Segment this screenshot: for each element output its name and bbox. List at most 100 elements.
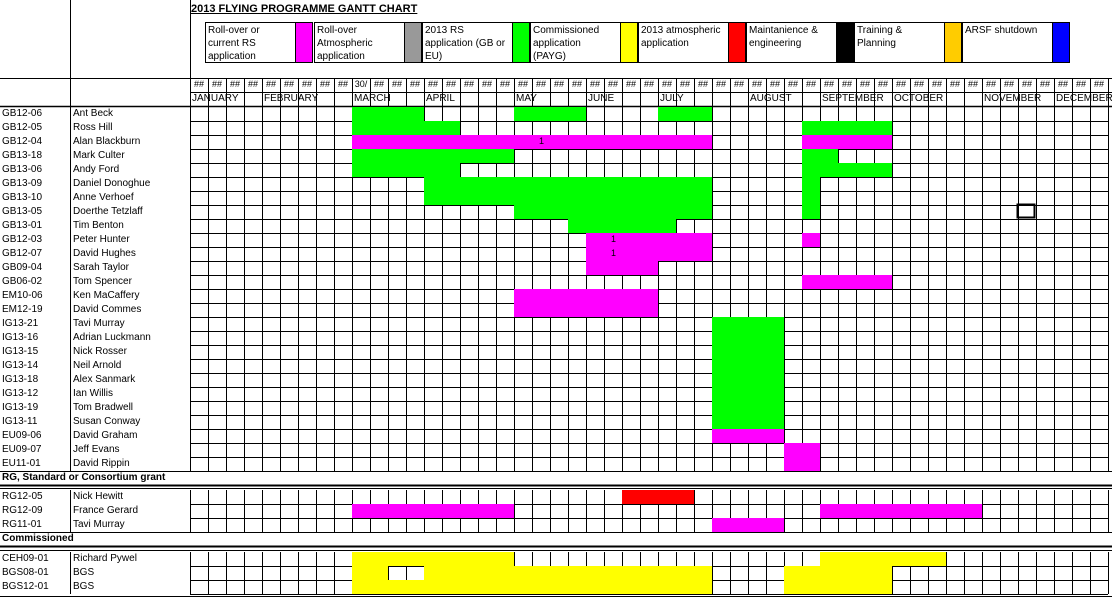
week-header: ##	[391, 79, 402, 89]
row-name: Alan Blackburn	[73, 136, 141, 147]
row-code: IG13-12	[2, 388, 39, 399]
week-header: ##	[931, 79, 942, 89]
week-header: ##	[985, 79, 996, 89]
gantt-bar	[352, 552, 514, 566]
week-header: ##	[769, 79, 780, 89]
legend-label: ARSF shutdown	[965, 25, 1038, 36]
gantt-bar	[622, 490, 694, 504]
row-code: RG12-09	[2, 505, 43, 516]
row-code: GB13-09	[2, 178, 43, 189]
row-code: GB06-02	[2, 276, 43, 287]
gantt-bar	[802, 177, 820, 191]
week-header: ##	[589, 79, 600, 89]
gantt-bar	[802, 205, 820, 219]
row-name: David Rippin	[73, 458, 130, 469]
row-name: Mark Culter	[73, 150, 125, 161]
month-label: JULY	[660, 93, 684, 104]
legend-swatch	[944, 23, 961, 62]
row-name: Nick Hewitt	[73, 491, 124, 502]
row-name: Ken MaCaffery	[73, 290, 140, 301]
row-name: Neil Arnold	[73, 360, 122, 371]
week-header: ##	[949, 79, 960, 89]
gantt-bar	[352, 149, 514, 163]
legend-swatch	[620, 23, 637, 62]
row-code: GB12-03	[2, 234, 43, 245]
gantt-bar	[802, 121, 892, 135]
legend-item: Commissioned application (PAYG)	[530, 22, 638, 63]
gantt-bar	[514, 205, 712, 219]
gantt-bar	[658, 107, 712, 121]
month-label: NOVEMBER	[984, 93, 1042, 104]
month-label: AUGUST	[750, 93, 792, 104]
week-header: ##	[553, 79, 564, 89]
gantt-bar	[712, 401, 784, 415]
week-header: ##	[751, 79, 762, 89]
week-header: ##	[1021, 79, 1032, 89]
week-header: ##	[787, 79, 798, 89]
gantt-bar	[802, 149, 838, 163]
week-header: ##	[679, 79, 690, 89]
row-code: GB13-06	[2, 164, 43, 175]
legend-item: ARSF shutdown	[962, 22, 1070, 63]
week-header: ##	[247, 79, 258, 89]
gantt-bar	[352, 107, 424, 121]
gantt-bar	[712, 331, 784, 345]
row-code: GB13-10	[2, 192, 43, 203]
gantt-bar	[712, 317, 784, 331]
legend-swatch	[728, 23, 745, 62]
gantt-bar	[802, 275, 892, 289]
row-name: Nick Rosser	[73, 346, 127, 357]
month-label: FEBRUARY	[264, 93, 319, 104]
legend-label: 2013 RS application (GB or EU)	[425, 25, 506, 62]
legend-swatch	[836, 23, 853, 62]
gantt-bar	[802, 135, 892, 149]
legend-label: 2013 atmospheric application	[641, 25, 721, 49]
week-header: ##	[463, 79, 474, 89]
gantt-bar	[514, 107, 586, 121]
gantt-bar	[514, 289, 658, 303]
week-header: ##	[1093, 79, 1104, 89]
row-code: GB12-05	[2, 122, 43, 133]
row-code: GB09-04	[2, 262, 43, 273]
row-name: Jeff Evans	[73, 444, 120, 455]
legend-swatch	[1052, 23, 1069, 62]
row-code: RG12-05	[2, 491, 43, 502]
chart-title: 2013 FLYING PROGRAMME GANTT CHART	[191, 3, 418, 15]
gantt-bar	[712, 345, 784, 359]
week-header: ##	[859, 79, 870, 89]
row-code: CEH09-01	[2, 553, 49, 564]
legend-label: Maintanience & engineering	[749, 25, 818, 49]
legend-item: Roll-over Atmospheric application	[314, 22, 422, 63]
row-name: Tom Bradwell	[73, 402, 134, 413]
row-name: Richard Pywel	[73, 553, 137, 564]
week-header: ##	[661, 79, 672, 89]
row-code: EU09-07	[2, 444, 42, 455]
row-code: IG13-14	[2, 360, 39, 371]
row-name: Tom Spencer	[73, 276, 132, 287]
week-header: ##	[517, 79, 528, 89]
gantt-bar	[820, 504, 982, 518]
week-header: ##	[319, 79, 330, 89]
week-header: ##	[211, 79, 222, 89]
gantt-bar	[784, 457, 820, 471]
row-code: IG13-16	[2, 332, 39, 343]
legend-label: Roll-over Atmospheric application	[317, 25, 373, 62]
gantt-bar	[784, 566, 892, 580]
row-code: BGS08-01	[2, 567, 49, 578]
week-header: ##	[1057, 79, 1068, 89]
gantt-bar	[712, 415, 784, 429]
section-heading: Commissioned	[2, 533, 74, 544]
week-header: ##	[229, 79, 240, 89]
week-header: ##	[337, 79, 348, 89]
cell-mark: 1	[611, 248, 617, 258]
gantt-bar	[712, 429, 784, 443]
week-header: ##	[823, 79, 834, 89]
row-name: Tavi Murray	[73, 318, 125, 329]
gantt-bar	[820, 552, 946, 566]
gantt-bar	[802, 191, 820, 205]
month-label: JUNE	[588, 93, 615, 104]
row-name: Adrian Luckmann	[73, 332, 151, 343]
gantt-bar	[352, 504, 514, 518]
week-header: ##	[499, 79, 510, 89]
